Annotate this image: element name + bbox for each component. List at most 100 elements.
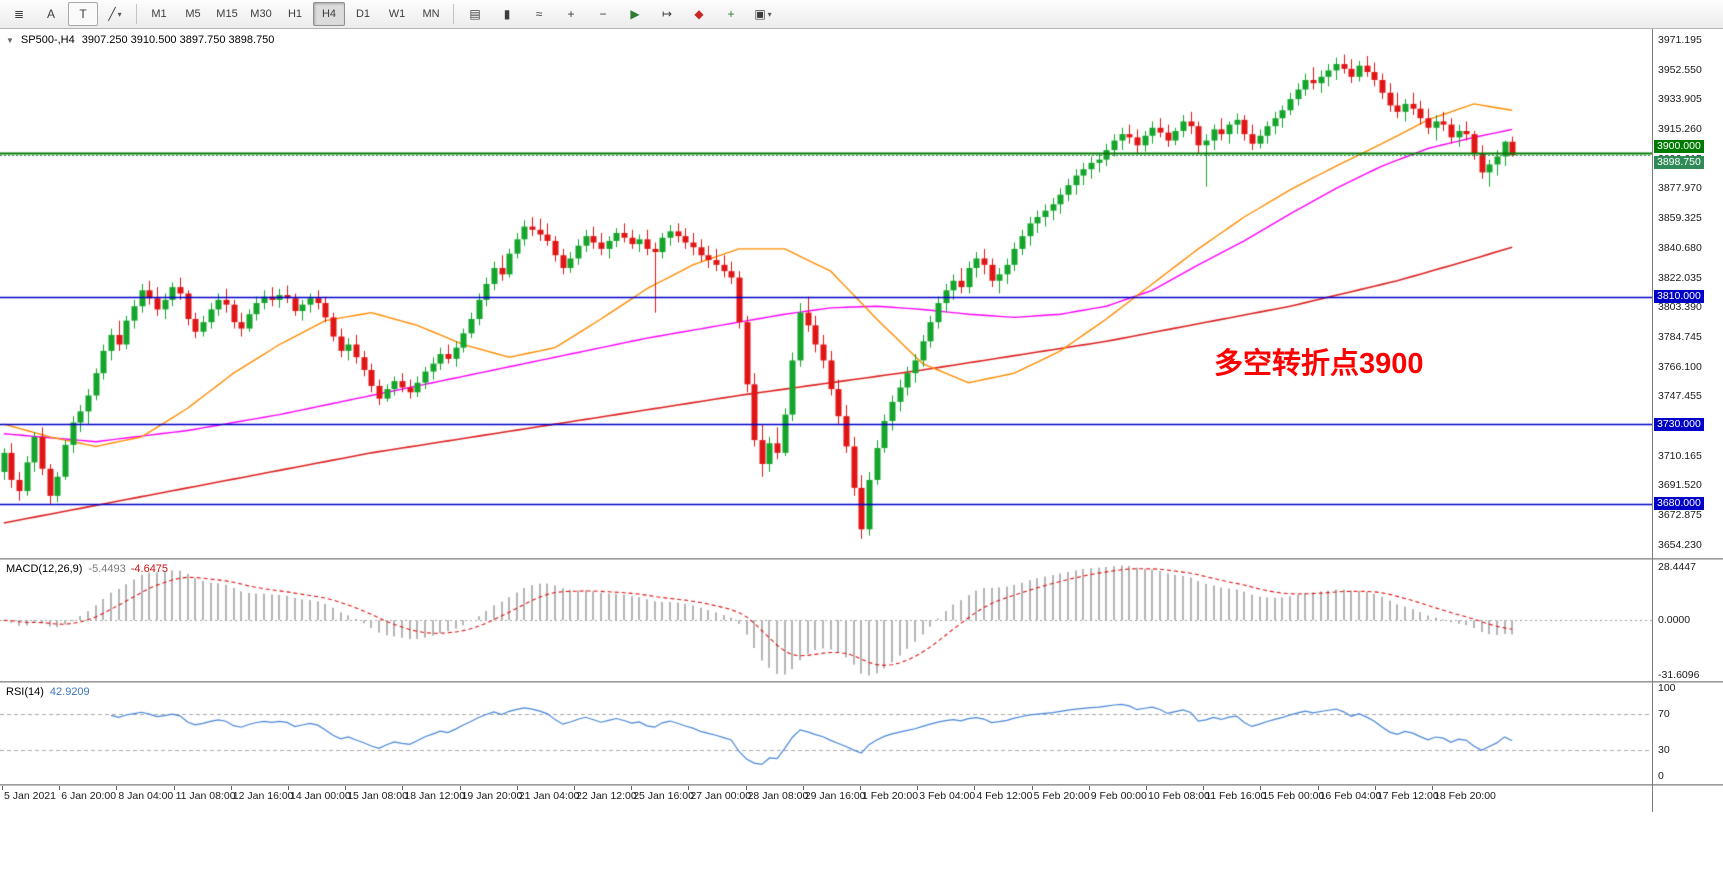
macd-axis-label: 28.4447: [1658, 561, 1696, 574]
time-axis-label: 18 Jan 12:00: [404, 790, 466, 802]
time-axis-label: 18 Feb 20:00: [1434, 790, 1496, 802]
price-tick-label: 3766.100: [1658, 360, 1702, 373]
panel-separator[interactable]: [0, 784, 1723, 786]
time-tick-mark: [2, 786, 3, 790]
time-tick-mark: [631, 786, 633, 790]
text-tool-button[interactable]: T: [68, 2, 98, 26]
timeframe-m30-button[interactable]: M30: [250, 8, 272, 20]
price-tick-label: 3803.390: [1658, 301, 1702, 314]
time-axis[interactable]: 5 Jan 2021 6 Jan 20:00 8 Jan 04:00 11 Jan 0…: [0, 786, 1652, 812]
charts-grid-icon[interactable]: ≣: [13, 7, 25, 21]
price-line-tag: 3810.000: [1654, 290, 1704, 304]
timeframe-m5-button[interactable]: M5: [185, 8, 201, 20]
time-tick-mark: [288, 786, 289, 790]
time-axis-label: 29 Jan 16:00: [804, 790, 866, 802]
time-tick-mark: [688, 786, 690, 790]
time-tick-mark: [1374, 786, 1376, 790]
timeframe-m15-button[interactable]: M15: [216, 8, 238, 20]
price-tick-label: 3672.875: [1658, 509, 1702, 522]
price-tick-label: 3877.970: [1658, 182, 1702, 195]
timeframe-h1-button[interactable]: H1: [287, 8, 303, 20]
chevron-down-icon: ▾: [767, 9, 772, 19]
macd-indicator-canvas[interactable]: [0, 560, 1652, 681]
chevron-down-icon: ▾: [117, 9, 122, 19]
rsi-label: RSI(14) 42.9209: [6, 686, 90, 698]
time-axis-label: 4 Feb 12:00: [976, 790, 1033, 802]
time-tick-mark: [1146, 786, 1147, 790]
price-tick-label: 3859.325: [1658, 212, 1702, 225]
timeframe-w1-button[interactable]: W1: [388, 8, 406, 20]
price-tick-label: 3971.195: [1658, 33, 1702, 46]
timeframe-d1-button[interactable]: D1: [355, 8, 371, 20]
chart-annotation-text[interactable]: 多空转折点3900: [1214, 348, 1424, 380]
timeframe-m1-button[interactable]: M1: [151, 8, 167, 20]
time-axis-label: 11 Jan 08:00: [175, 790, 236, 802]
arrow-tools-button[interactable]: A: [46, 7, 55, 21]
time-axis-label: 10 Feb 08:00: [1148, 790, 1210, 802]
rsi-axis-label: 0: [1658, 770, 1664, 782]
time-tick-mark: [59, 786, 61, 790]
line-chart-button[interactable]: ≈: [535, 7, 543, 21]
price-tick-label: 3840.680: [1658, 241, 1702, 254]
candles-chart-button[interactable]: ▮: [503, 7, 511, 21]
zoom-out-button[interactable]: −: [599, 7, 607, 21]
time-tick-mark: [459, 786, 461, 790]
time-tick-mark: [516, 786, 518, 790]
indicators-button[interactable]: +: [727, 7, 735, 21]
time-axis-label: 1 Feb 20:00: [862, 790, 919, 802]
time-tick-mark: [402, 786, 404, 790]
time-tick-mark: [1088, 786, 1090, 790]
price-tick-label: 3747.455: [1658, 390, 1702, 403]
time-tick-mark: [917, 786, 919, 790]
time-axis-label: 8 Jan 04:00: [118, 790, 174, 802]
price-tick-label: 3654.230: [1658, 538, 1702, 551]
time-tick-mark: [860, 786, 861, 790]
time-tick-mark: [745, 786, 747, 790]
timeframe-h4-button[interactable]: H4: [313, 2, 345, 26]
rsi-axis-label: 30: [1658, 743, 1670, 756]
ohlc-values: 3907.250 3910.500 3897.750 3898.750: [81, 34, 275, 46]
time-axis-label: 21 Jan 04:00: [518, 790, 580, 802]
timeframe-mn-button[interactable]: MN: [422, 8, 440, 20]
auto-scroll-button[interactable]: ▶: [630, 7, 640, 21]
price-tick-label: 3933.905: [1658, 93, 1702, 106]
time-axis-label: 15 Feb 00:00: [1262, 790, 1325, 802]
price-line-tag: 3730.000: [1654, 417, 1704, 431]
time-axis-label: 5 Jan 2021: [4, 790, 56, 802]
new-order-button[interactable]: ◆: [694, 7, 704, 21]
price-chart-canvas[interactable]: [0, 29, 1652, 558]
chart-shift-button[interactable]: ↦: [661, 7, 673, 21]
price-tick-label: 3915.260: [1658, 122, 1702, 135]
macd-name: MACD(12,26,9): [6, 563, 83, 575]
macd-main-value: -5.4493: [88, 563, 126, 575]
rsi-indicator-canvas[interactable]: [0, 683, 1652, 784]
price-line-tag: 3680.000: [1654, 497, 1704, 511]
ohlc-info: ▼ SP500-,H4 3907.250 3910.500 3897.750 3…: [6, 34, 274, 46]
line-studies-button[interactable]: ╱ ▾: [108, 7, 122, 21]
panel-separator[interactable]: [0, 681, 1723, 683]
macd-label: MACD(12,26,9) -5.4493 -4.6475: [6, 563, 168, 575]
zoom-in-button[interactable]: +: [567, 7, 575, 21]
time-axis-label: 16 Feb 04:00: [1319, 790, 1382, 802]
time-tick-mark: [1432, 786, 1433, 790]
collapse-arrow-icon[interactable]: ▼: [6, 35, 14, 45]
symbol-period-label: SP500-,H4: [20, 34, 75, 46]
price-axis[interactable]: 3971.1953952.5503933.9053915.2603896.615…: [1652, 29, 1723, 812]
rsi-axis-label: 100: [1658, 682, 1676, 694]
panel-separator[interactable]: [0, 558, 1723, 560]
time-axis-label: 15 Jan 08:00: [347, 790, 408, 802]
time-axis-label: 28 Jan 08:00: [747, 790, 809, 802]
time-tick-mark: [1203, 786, 1205, 790]
time-tick-mark: [974, 786, 976, 790]
time-tick-mark: [230, 786, 232, 790]
time-tick-mark: [1260, 786, 1262, 790]
time-tick-mark: [1031, 786, 1033, 790]
time-axis-label: 25 Jan 16:00: [633, 790, 694, 802]
time-axis-label: 19 Jan 20:00: [461, 790, 523, 802]
bars-chart-button[interactable]: ▤: [469, 7, 481, 21]
price-tick-label: 3710.165: [1658, 449, 1702, 462]
macd-axis-label: 0.0000: [1658, 614, 1691, 627]
macd-signal-value: -4.6475: [130, 563, 169, 575]
templates-button[interactable]: ▣ ▾: [754, 7, 772, 21]
price-tick-label: 3822.035: [1658, 271, 1702, 284]
